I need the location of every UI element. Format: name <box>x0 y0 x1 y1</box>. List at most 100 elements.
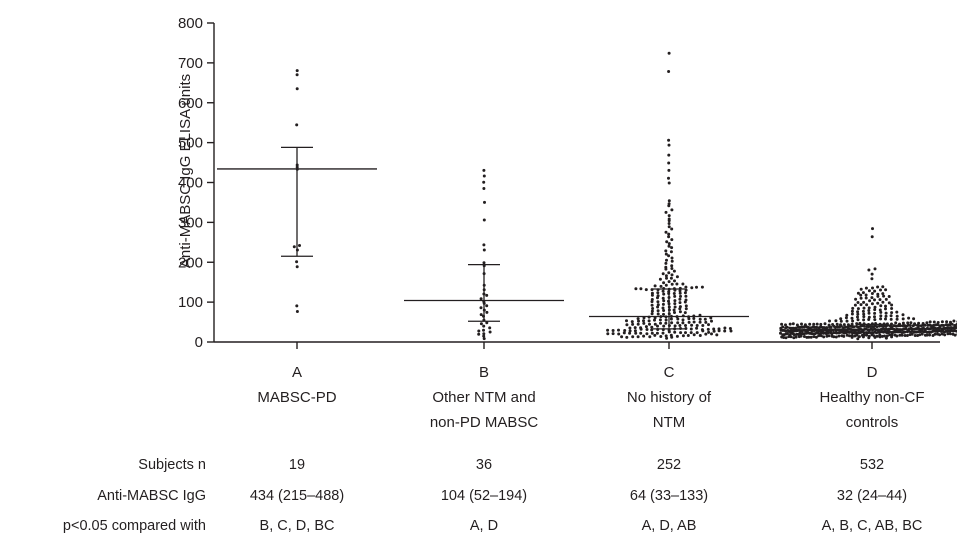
data-point <box>704 332 708 336</box>
data-point <box>873 318 877 322</box>
table-cell: A, D, AB <box>642 518 697 534</box>
category-name: Other NTM and <box>432 389 535 406</box>
data-point <box>855 333 859 337</box>
data-point <box>851 319 855 323</box>
data-point <box>704 320 708 324</box>
y-tick-label: 800 <box>178 15 203 32</box>
data-point <box>485 310 489 314</box>
data-point <box>482 261 486 265</box>
data-point <box>667 138 671 142</box>
data-point <box>862 315 866 319</box>
data-point <box>661 296 665 300</box>
data-point <box>856 337 860 341</box>
data-point <box>894 321 898 325</box>
data-point <box>477 329 481 333</box>
data-point <box>670 246 674 250</box>
data-point <box>692 333 696 337</box>
data-point <box>845 313 849 317</box>
data-point <box>832 335 836 339</box>
data-point <box>700 285 704 289</box>
data-point <box>667 222 671 225</box>
data-point <box>706 327 710 331</box>
data-point <box>689 331 693 335</box>
y-tick-label: 500 <box>178 135 203 152</box>
data-point <box>946 323 950 327</box>
data-point <box>689 327 693 331</box>
data-point <box>667 143 671 147</box>
data-point <box>650 288 654 292</box>
data-point <box>667 235 671 239</box>
data-point <box>879 288 882 292</box>
data-point <box>878 335 882 339</box>
data-point <box>630 320 634 324</box>
data-point <box>890 303 894 307</box>
summary-table: Subjects n Anti-MABSC IgG p<0.05 compare… <box>63 457 922 534</box>
data-point <box>917 321 921 325</box>
data-point <box>878 298 882 302</box>
data-point <box>895 314 899 318</box>
data-point <box>884 317 887 321</box>
data-point <box>686 334 690 337</box>
data-point <box>482 180 486 184</box>
data-point <box>888 330 891 334</box>
data-point <box>644 325 648 329</box>
data-point <box>295 87 299 91</box>
data-point <box>932 323 936 327</box>
data-point <box>845 319 849 323</box>
data-point <box>908 324 912 327</box>
data-point <box>808 322 812 326</box>
data-point <box>633 326 637 330</box>
data-point <box>789 335 793 339</box>
data-point <box>835 331 839 335</box>
data-point <box>634 331 638 335</box>
data-point <box>483 200 486 204</box>
data-point <box>848 324 852 328</box>
data-point <box>884 288 888 292</box>
y-tick-label: 0 <box>195 334 203 351</box>
data-point <box>862 312 866 316</box>
data-point <box>928 320 932 324</box>
data-point <box>701 324 705 327</box>
data-point <box>650 331 654 335</box>
data-point <box>895 317 899 321</box>
data-point <box>844 316 848 320</box>
data-point <box>670 238 674 242</box>
data-point <box>859 293 863 297</box>
data-point <box>873 311 877 315</box>
data-point <box>909 321 913 325</box>
data-point <box>683 300 687 304</box>
data-point <box>856 301 860 304</box>
data-point <box>687 320 691 324</box>
data-point <box>864 286 868 290</box>
data-point <box>684 327 688 330</box>
data-point <box>856 307 860 311</box>
data-point <box>876 301 880 305</box>
data-point <box>842 334 846 338</box>
data-point <box>670 273 674 277</box>
data-point <box>856 291 860 295</box>
data-point <box>295 310 299 313</box>
data-point <box>667 70 671 73</box>
data-point <box>798 325 802 329</box>
data-point <box>650 300 654 304</box>
data-point <box>878 308 882 312</box>
data-point <box>867 311 871 315</box>
data-point <box>647 319 651 323</box>
data-point <box>794 335 798 339</box>
data-point <box>779 331 782 335</box>
data-point <box>292 245 296 249</box>
data-point <box>611 329 615 332</box>
data-point <box>650 309 654 313</box>
data-point <box>933 332 937 336</box>
y-tick-label: 300 <box>178 214 203 231</box>
data-point <box>670 267 674 270</box>
data-point <box>650 328 654 332</box>
data-point <box>837 334 841 338</box>
data-point <box>884 314 888 318</box>
data-point <box>482 218 486 222</box>
data-point <box>667 219 671 223</box>
data-point <box>887 295 891 298</box>
data-point <box>698 317 702 321</box>
data-point <box>867 318 871 321</box>
data-point <box>835 322 839 326</box>
